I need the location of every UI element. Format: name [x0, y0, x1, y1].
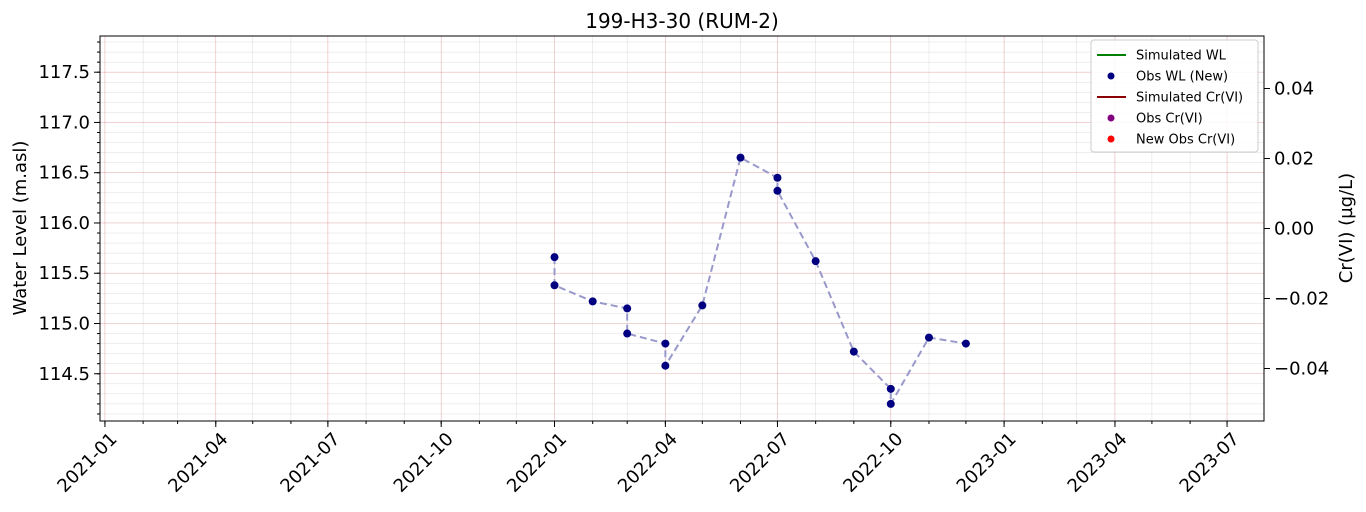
chart-title: 199-H3-30 (RUM-2) [585, 9, 779, 33]
y2-tick-label: −0.02 [1274, 289, 1329, 310]
y-axis-right: −0.04 −0.02 0.00 0.02 0.04 [1264, 79, 1329, 380]
y-tick-label: 116.0 [38, 213, 90, 234]
legend-marker-swatch [1107, 135, 1115, 143]
legend-label: Simulated WL [1136, 49, 1227, 64]
x-tick-label: 2021-07 [276, 429, 344, 497]
obs-wl-point [623, 329, 632, 338]
y2-tick-label: 0.04 [1274, 79, 1314, 100]
x-tick-label: 2021-10 [390, 429, 458, 497]
obs-wl-point [924, 333, 933, 342]
obs-wl-point [698, 301, 707, 310]
x-tick-label: 2021-04 [164, 429, 232, 497]
obs-wl-point [961, 339, 970, 348]
obs-wl-point [773, 186, 782, 195]
legend-marker-swatch [1107, 114, 1115, 122]
major-grid [100, 36, 1264, 421]
y-tick-label: 116.5 [38, 163, 90, 184]
minor-grid [100, 36, 1264, 421]
obs-wl-point [886, 384, 895, 393]
y2-tick-label: 0.02 [1274, 149, 1314, 170]
x-tick-label: 2022-01 [503, 429, 571, 497]
legend: Simulated WL Obs WL (New) Simulated Cr(VI)… [1090, 39, 1259, 153]
x-tick-label: 2022-04 [614, 429, 682, 497]
series-layer [550, 153, 970, 408]
y-tick-label: 115.5 [38, 263, 90, 284]
obs-wl-point [661, 361, 670, 370]
y-tick-label: 114.5 [38, 364, 90, 385]
x-tick-label: 2023-04 [1064, 429, 1132, 497]
x-axis: 2021-01 2021-04 2021-07 2021-10 2022-01 2022-… [53, 421, 1244, 497]
obs-wl-point [550, 281, 559, 290]
obs-wl-point [736, 153, 745, 162]
legend-label: Obs WL (New) [1136, 70, 1228, 85]
obs-wl-point [588, 297, 597, 306]
obs-wl-point [550, 253, 559, 262]
x-tick-label: 2023-01 [953, 429, 1021, 497]
obs-wl-line [553, 156, 967, 408]
obs-wl-point [623, 304, 632, 313]
legend-box [1090, 39, 1259, 153]
obs-wl-point [661, 339, 670, 348]
y-tick-label: 117.5 [38, 62, 90, 83]
obs-wl-point [886, 399, 895, 408]
obs-wl-point [773, 173, 782, 182]
y-axis-label: Water Level (m.asl) [10, 141, 31, 316]
y-axis-left: 114.5 115.0 115.5 116.0 116.5 117.0 117.5 [38, 41, 100, 415]
y2-tick-label: −0.04 [1274, 359, 1329, 380]
y2-tick-label: 0.00 [1274, 219, 1314, 240]
x-tick-label: 2022-10 [839, 429, 907, 497]
plot-frame [99, 35, 1265, 422]
x-tick-label: 2023-07 [1176, 429, 1244, 497]
y-tick-label: 115.0 [38, 313, 90, 334]
x-tick-label: 2021-01 [53, 429, 121, 497]
legend-label: Simulated Cr(VI) [1136, 91, 1243, 106]
legend-label: New Obs Cr(VI) [1136, 133, 1235, 148]
legend-label: Obs Cr(VI) [1136, 112, 1203, 127]
x-tick-label: 2022-07 [726, 429, 794, 497]
obs-wl-point [811, 257, 820, 266]
legend-marker-swatch [1107, 72, 1115, 80]
obs-wl-point [849, 347, 858, 356]
y-tick-label: 117.0 [38, 112, 90, 133]
y2-axis-label: Cr(VI) (µg/L) [1336, 173, 1357, 283]
